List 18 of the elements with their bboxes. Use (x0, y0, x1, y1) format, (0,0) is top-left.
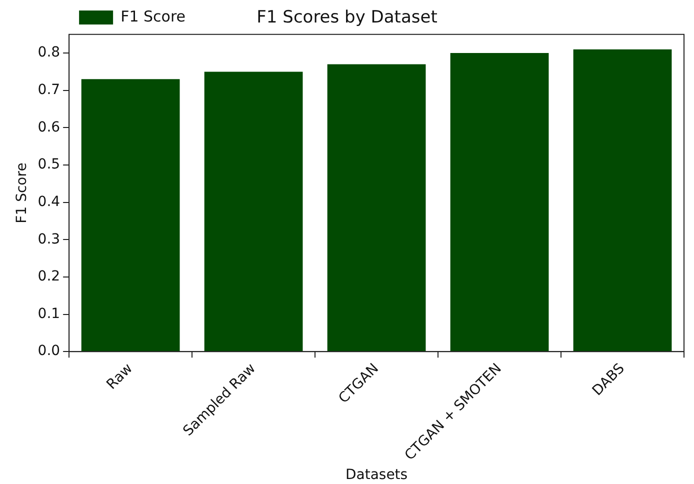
y-tick-label: 0.4 (38, 194, 60, 210)
bar (327, 64, 426, 352)
y-tick-label: 0.8 (38, 44, 60, 61)
y-tick-label: 0.7 (38, 82, 60, 98)
legend-label: F1 Score (120, 7, 186, 26)
bar (204, 72, 303, 352)
x-axis-title: Datasets (345, 467, 408, 484)
y-tick-label: 0.6 (38, 119, 60, 136)
y-tick-label: 0.5 (38, 156, 60, 173)
y-tick-label: 0.2 (38, 268, 60, 285)
y-tick-label: 0.3 (38, 231, 60, 248)
y-tick-label: 0.0 (38, 343, 60, 360)
y-axis-title: F1 Score (14, 162, 30, 224)
y-tick-label: 0.1 (38, 306, 60, 322)
bar (573, 49, 672, 352)
chart-title: F1 Scores by Dataset (256, 8, 438, 28)
bar (450, 53, 549, 352)
bar (81, 79, 180, 352)
